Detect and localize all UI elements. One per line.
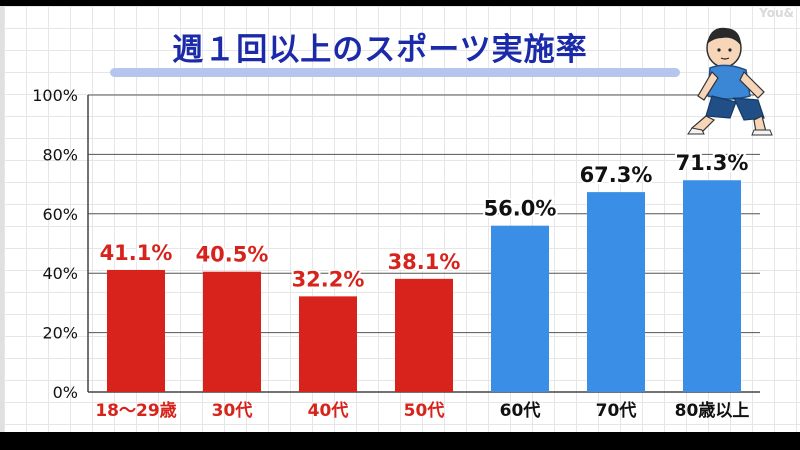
title-underline xyxy=(110,68,680,77)
chart-title: 週１回以上のスポーツ実施率 xyxy=(172,32,588,68)
x-tick-label: 18～29歳 xyxy=(95,400,176,421)
bar-value-label: 71.3% xyxy=(676,151,749,175)
x-tick-label: 70代 xyxy=(596,400,637,421)
y-tick-label: 40% xyxy=(42,264,78,283)
stretching-person-illustration xyxy=(687,27,773,136)
x-tick-label: 40代 xyxy=(308,400,349,421)
x-tick-label: 80歳以上 xyxy=(675,400,750,421)
bar-value-label: 67.3% xyxy=(580,163,653,187)
bar xyxy=(587,192,645,392)
bar xyxy=(203,271,261,392)
watermark: You& xyxy=(759,6,794,20)
x-tick-label: 50代 xyxy=(404,400,445,421)
bar-value-label: 40.5% xyxy=(196,243,269,267)
x-tick-label: 60代 xyxy=(500,400,541,421)
bar-value-label: 41.1% xyxy=(100,241,173,265)
bar xyxy=(491,225,549,392)
y-tick-label: 20% xyxy=(42,324,78,343)
bar xyxy=(107,269,165,392)
bar xyxy=(299,296,357,392)
y-tick-label: 100% xyxy=(32,86,78,105)
bar-value-label: 56.0% xyxy=(484,197,557,221)
x-tick-label: 30代 xyxy=(212,400,253,421)
y-tick-label: 80% xyxy=(42,145,78,164)
y-tick-label: 60% xyxy=(42,205,78,224)
bar-value-label: 32.2% xyxy=(292,267,365,291)
bar xyxy=(683,180,741,392)
bar xyxy=(395,278,453,392)
video-bottom-bar xyxy=(0,432,800,450)
bar-value-label: 38.1% xyxy=(388,250,461,274)
y-tick-label: 0% xyxy=(53,383,78,402)
